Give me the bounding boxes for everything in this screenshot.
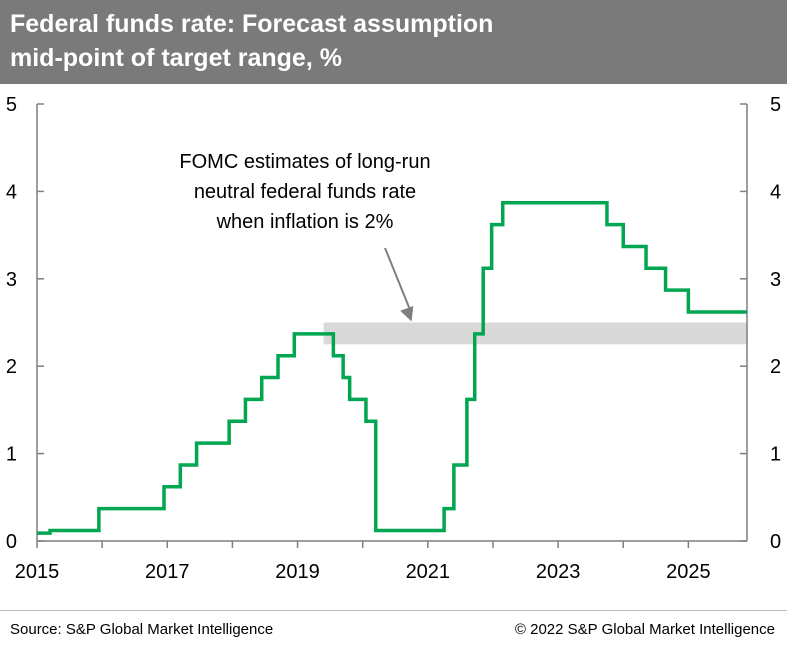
- y-tick-label-left: 3: [6, 269, 17, 291]
- series-layer: [37, 201, 747, 535]
- chart-plot: 0 0 1 1 2 2 3 3 4 4 5 5 2015 2017 2019 2021 2023 2025 FOM…: [6, 94, 781, 583]
- source-note: Source: S&P Global Market Intelligence: [10, 621, 274, 638]
- x-tick-label: 2019: [275, 561, 320, 583]
- chart-title-line-2: mid-point of target range, %: [10, 44, 342, 72]
- y-tick-label-right: 5: [770, 94, 781, 116]
- y-tick-label-left: 5: [6, 94, 17, 116]
- copyright-note: © 2022 S&P Global Market Intelligence: [514, 621, 775, 638]
- y-tick-label-right: 4: [770, 181, 781, 203]
- chart-footer: Source: S&P Global Market Intelligence ©…: [0, 610, 787, 651]
- annotation-line: when inflation is 2%: [216, 211, 394, 233]
- x-tick-label: 2015: [15, 561, 60, 583]
- y-tick-label-left: 1: [6, 444, 17, 466]
- neutral-rate-band: [323, 322, 747, 345]
- y-tick-label-right: 1: [770, 444, 781, 466]
- y-tick-label-right: 2: [770, 356, 781, 378]
- chart-header: Federal funds rate: Forecast assumption …: [0, 0, 787, 84]
- x-tick-label: 2023: [536, 561, 581, 583]
- x-tick-label: 2021: [406, 561, 451, 583]
- x-tick-label: 2017: [145, 561, 190, 583]
- annotation-layer: FOMC estimates of long-run neutral federa…: [179, 151, 431, 322]
- y-tick-label-right: 0: [770, 531, 781, 553]
- y-tick-label-left: 0: [6, 531, 17, 553]
- annotation-line: FOMC estimates of long-run: [179, 151, 430, 173]
- neutral-rate-band-layer: [323, 322, 747, 345]
- fed-funds-rate-line: [37, 201, 747, 535]
- annotation-arrow-line: [384, 247, 413, 314]
- x-tick-label: 2025: [666, 561, 711, 583]
- annotation-line: neutral federal funds rate: [194, 181, 416, 203]
- y-tick-label-left: 4: [6, 181, 17, 203]
- y-tick-label-left: 2: [6, 356, 17, 378]
- annotation-arrow-head: [400, 305, 414, 322]
- chart-title-line-1: Federal funds rate: Forecast assumption: [10, 10, 494, 38]
- y-tick-label-right: 3: [770, 269, 781, 291]
- axes-layer: 0 0 1 1 2 2 3 3 4 4 5 5 2015 2017 2019 2021 2023 2025: [6, 94, 781, 583]
